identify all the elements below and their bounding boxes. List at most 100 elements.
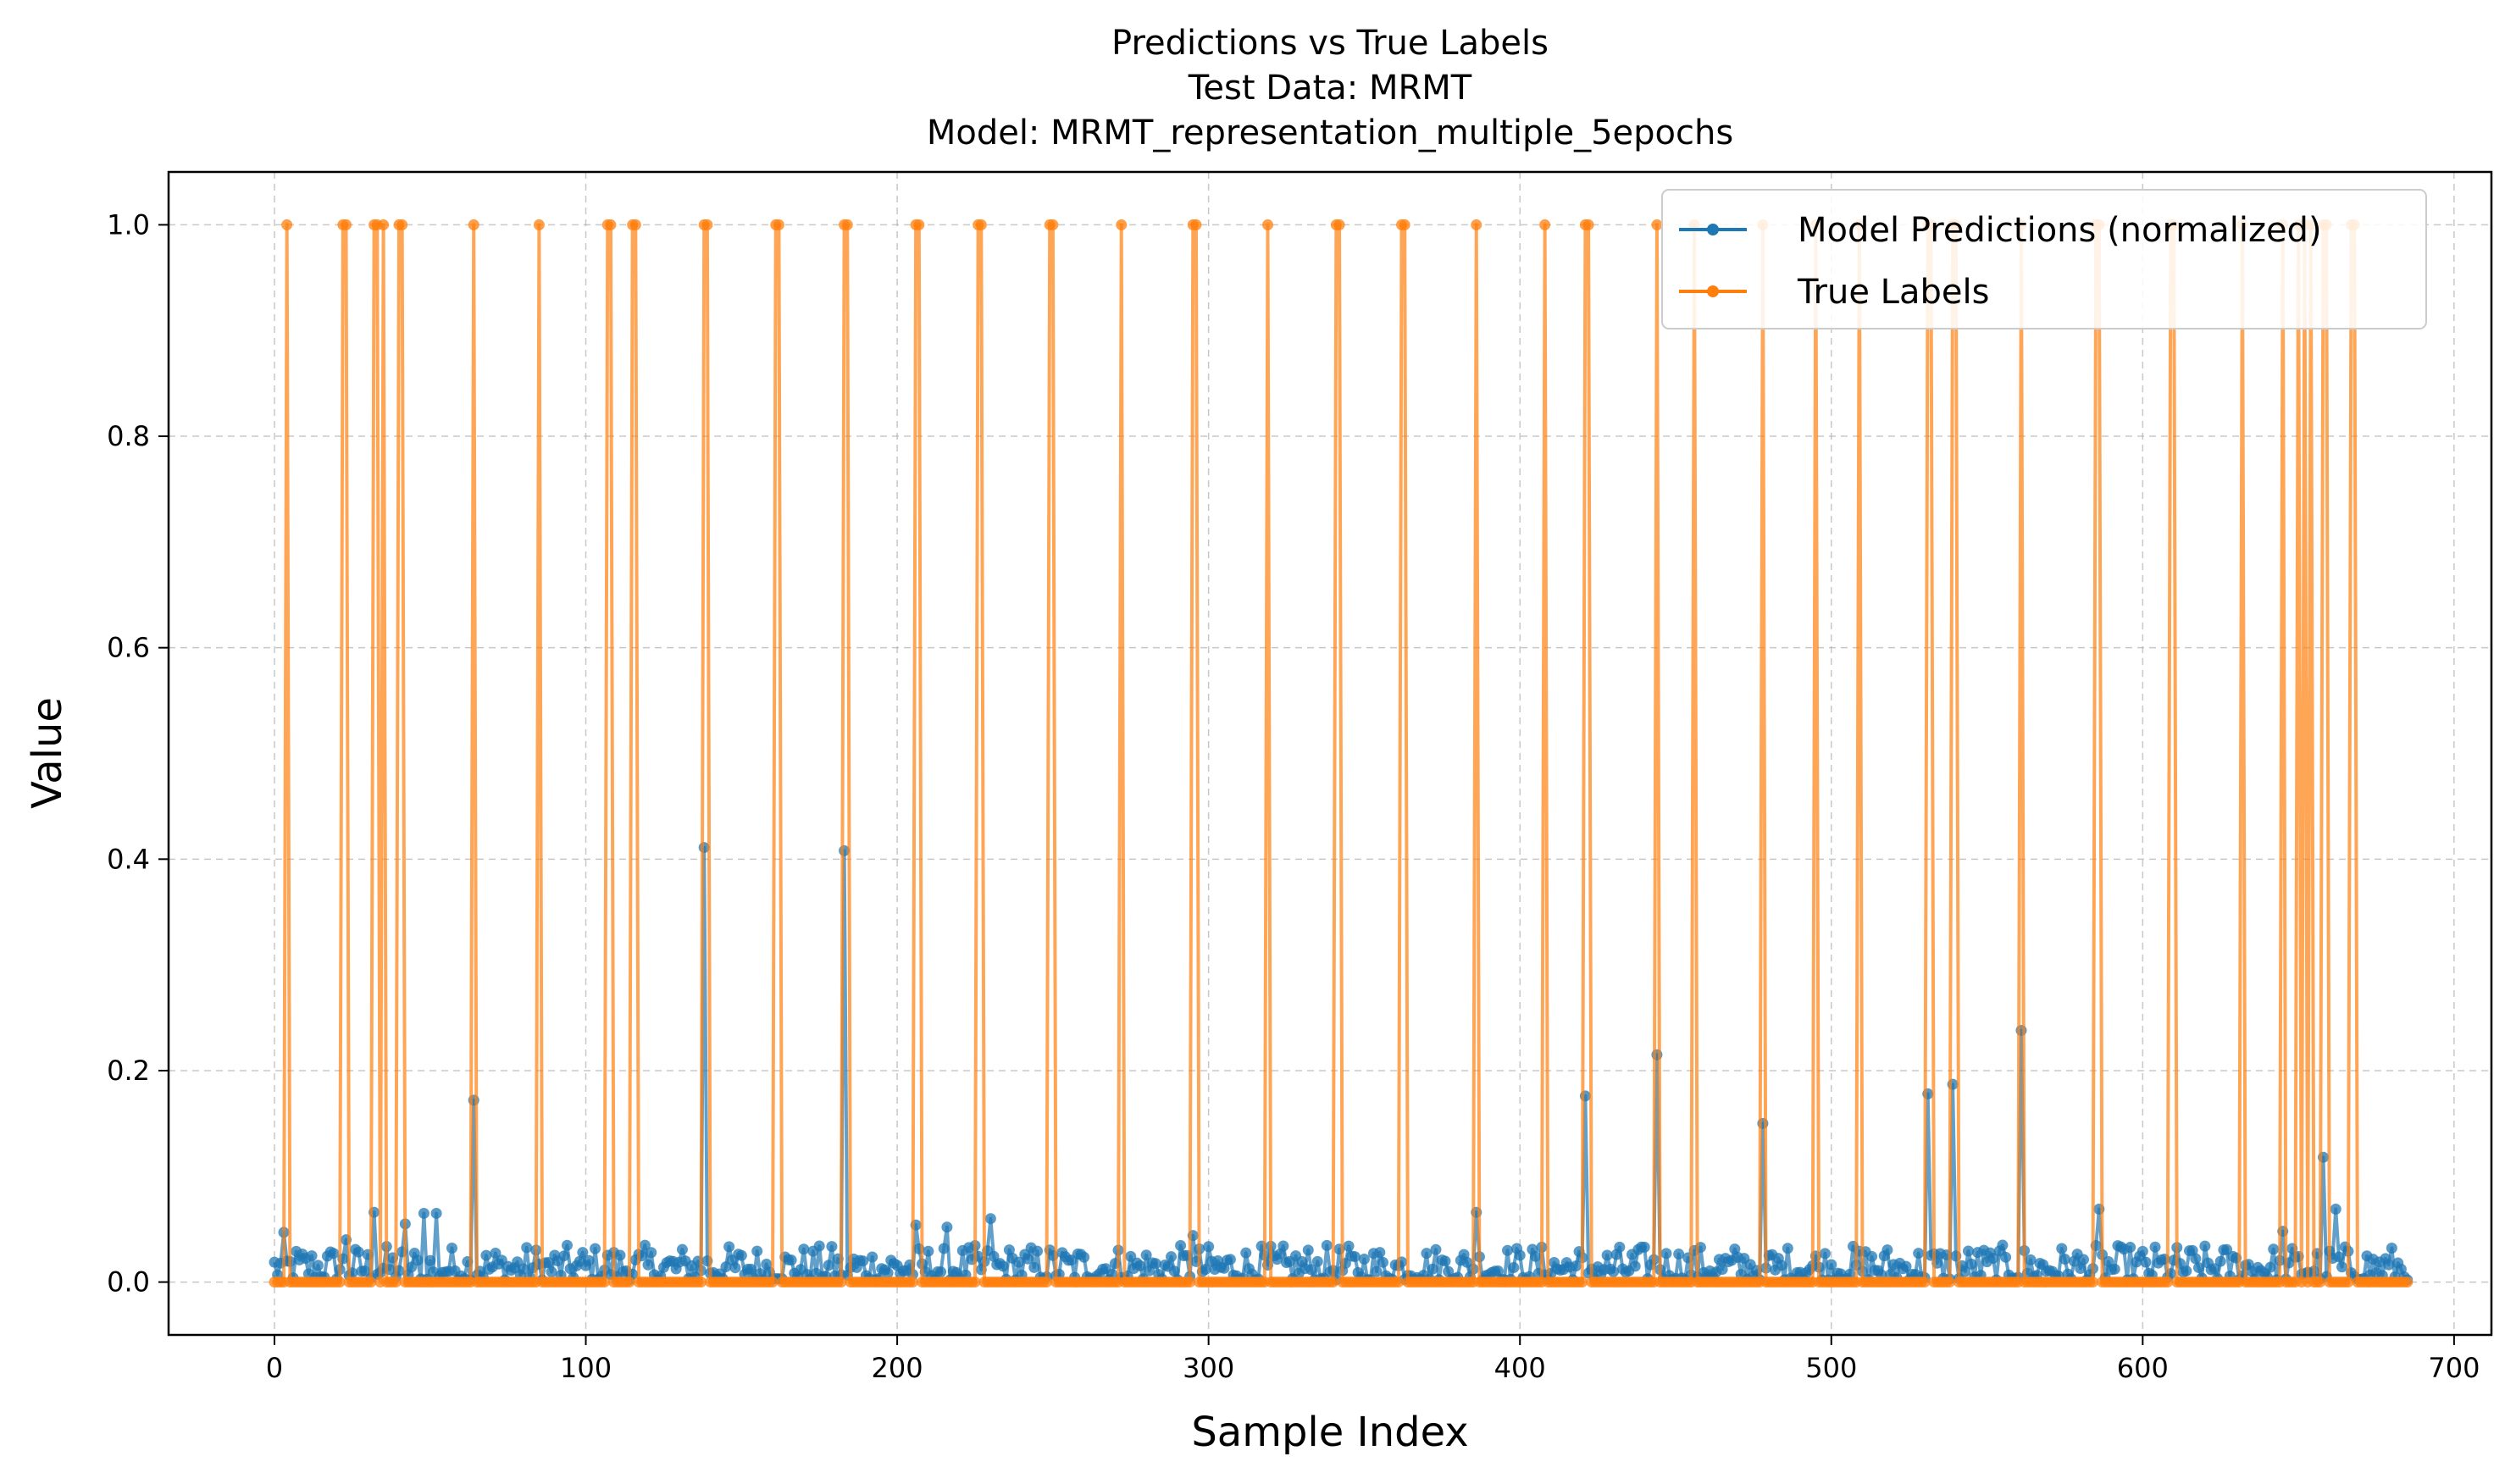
predictions-point: [2109, 1263, 2120, 1275]
true-labels-point: [1190, 219, 1202, 230]
predictions-point: [1638, 1241, 1650, 1253]
true-labels-point: [341, 219, 352, 230]
predictions-point: [418, 1207, 429, 1219]
predictions-point: [1134, 1260, 1146, 1271]
predictions-point: [542, 1256, 554, 1268]
predictions-point: [1607, 1265, 1619, 1277]
predictions-point: [1601, 1249, 1613, 1261]
predictions-point: [424, 1254, 436, 1266]
true-labels-point: [1919, 1276, 1931, 1288]
predictions-point: [1660, 1248, 1672, 1260]
predictions-point: [1866, 1250, 1878, 1262]
predictions-point: [2330, 1203, 2341, 1215]
x-tick-label: 300: [1183, 1352, 1234, 1384]
predictions-point: [1421, 1248, 1433, 1260]
predictions-point: [857, 1255, 869, 1267]
true-labels-point: [1327, 1276, 1339, 1288]
predictions-point: [1377, 1256, 1388, 1268]
predictions-point: [2336, 1261, 2348, 1273]
predictions-point: [1819, 1248, 1831, 1260]
predictions-point: [823, 1260, 834, 1271]
predictions-point: [997, 1260, 1009, 1272]
predictions-point: [1570, 1260, 1582, 1272]
predictions-point: [1427, 1263, 1438, 1275]
predictions-point: [583, 1254, 595, 1266]
predictions-point: [2149, 1241, 2161, 1253]
y-tick-label: 0.4: [107, 843, 150, 875]
predictions-point: [826, 1241, 838, 1253]
predictions-point: [1963, 1245, 1974, 1257]
true-labels-point: [2087, 1276, 2099, 1288]
predictions-point: [2208, 1263, 2220, 1275]
predictions-point: [2268, 1243, 2280, 1255]
predictions-point: [1078, 1251, 1090, 1263]
predictions-point: [639, 1239, 651, 1251]
x-tick-label: 500: [1805, 1352, 1857, 1384]
x-tick-label: 400: [1494, 1352, 1546, 1384]
predictions-point: [2192, 1262, 2204, 1274]
true-labels-point: [767, 1276, 779, 1288]
predictions-point: [1028, 1261, 1040, 1273]
predictions-point: [2190, 1253, 2202, 1265]
predictions-point: [412, 1254, 424, 1266]
predictions-point: [1371, 1265, 1383, 1277]
predictions-point: [642, 1259, 654, 1271]
predictions-point: [923, 1245, 934, 1257]
predictions-point: [1959, 1265, 1971, 1277]
x-tick-label: 700: [2428, 1352, 2480, 1384]
predictions-point: [882, 1267, 894, 1279]
predictions-point: [1826, 1259, 1837, 1271]
legend-marker-true-labels: [1707, 285, 1719, 297]
predictions-point: [2333, 1251, 2345, 1263]
predictions-point: [1031, 1245, 1043, 1257]
predictions-point: [938, 1243, 950, 1254]
predictions-point: [2140, 1256, 2152, 1268]
true-labels-point: [1651, 219, 1663, 230]
true-labels-point: [2314, 1276, 2326, 1288]
true-labels-point: [396, 219, 408, 230]
predictions-point: [785, 1254, 797, 1266]
predictions-point: [1150, 1258, 1161, 1270]
predictions-point: [1166, 1251, 1178, 1263]
true-labels-point: [390, 1276, 402, 1288]
predictions-point: [561, 1239, 573, 1251]
predictions-point: [2056, 1243, 2068, 1254]
predictions-point: [1224, 1254, 1236, 1265]
predictions-point: [2075, 1263, 2087, 1275]
predictions-point: [1913, 1248, 1925, 1260]
true-labels-line: [274, 223, 2408, 1284]
predictions-point: [1508, 1262, 1520, 1274]
predictions-point: [1022, 1253, 1034, 1265]
y-tick-label: 1.0: [107, 208, 150, 241]
predictions-point: [1776, 1260, 1787, 1271]
predictions-point: [1175, 1239, 1187, 1251]
predictions-point: [2383, 1259, 2395, 1271]
predictions-point: [518, 1263, 529, 1275]
legend-frame: [1661, 189, 2427, 329]
true-labels-point: [2342, 1276, 2354, 1288]
predictions-point: [941, 1221, 953, 1233]
predictions-point: [1305, 1264, 1317, 1276]
predictions-point: [590, 1243, 601, 1254]
true-labels-point: [605, 219, 617, 230]
predictions-point: [935, 1266, 947, 1278]
predictions-point: [1629, 1260, 1641, 1272]
true-labels-point: [1041, 1276, 1053, 1288]
predictions-point: [1311, 1255, 1323, 1267]
true-labels-point: [623, 1276, 635, 1288]
true-labels-point: [365, 1276, 377, 1288]
predictions-point: [867, 1251, 878, 1263]
chart-title: Predictions vs True Labels Test Data: MR…: [927, 24, 1733, 152]
predictions-point: [1502, 1244, 1514, 1256]
true-labels-point: [1539, 219, 1551, 230]
predictions-point: [2125, 1242, 2136, 1254]
predictions-point: [1997, 1239, 2009, 1251]
y-axis-label: Value: [24, 697, 71, 809]
predictions-point: [1492, 1265, 1504, 1277]
y-tick-label: 0.2: [107, 1055, 150, 1087]
predictions-point: [614, 1249, 626, 1261]
legend: Model Predictions (normalized) True Labe…: [1661, 189, 2427, 329]
x-tick-label: 200: [872, 1352, 923, 1384]
predictions-point: [2059, 1254, 2070, 1265]
predictions-point: [813, 1240, 825, 1252]
